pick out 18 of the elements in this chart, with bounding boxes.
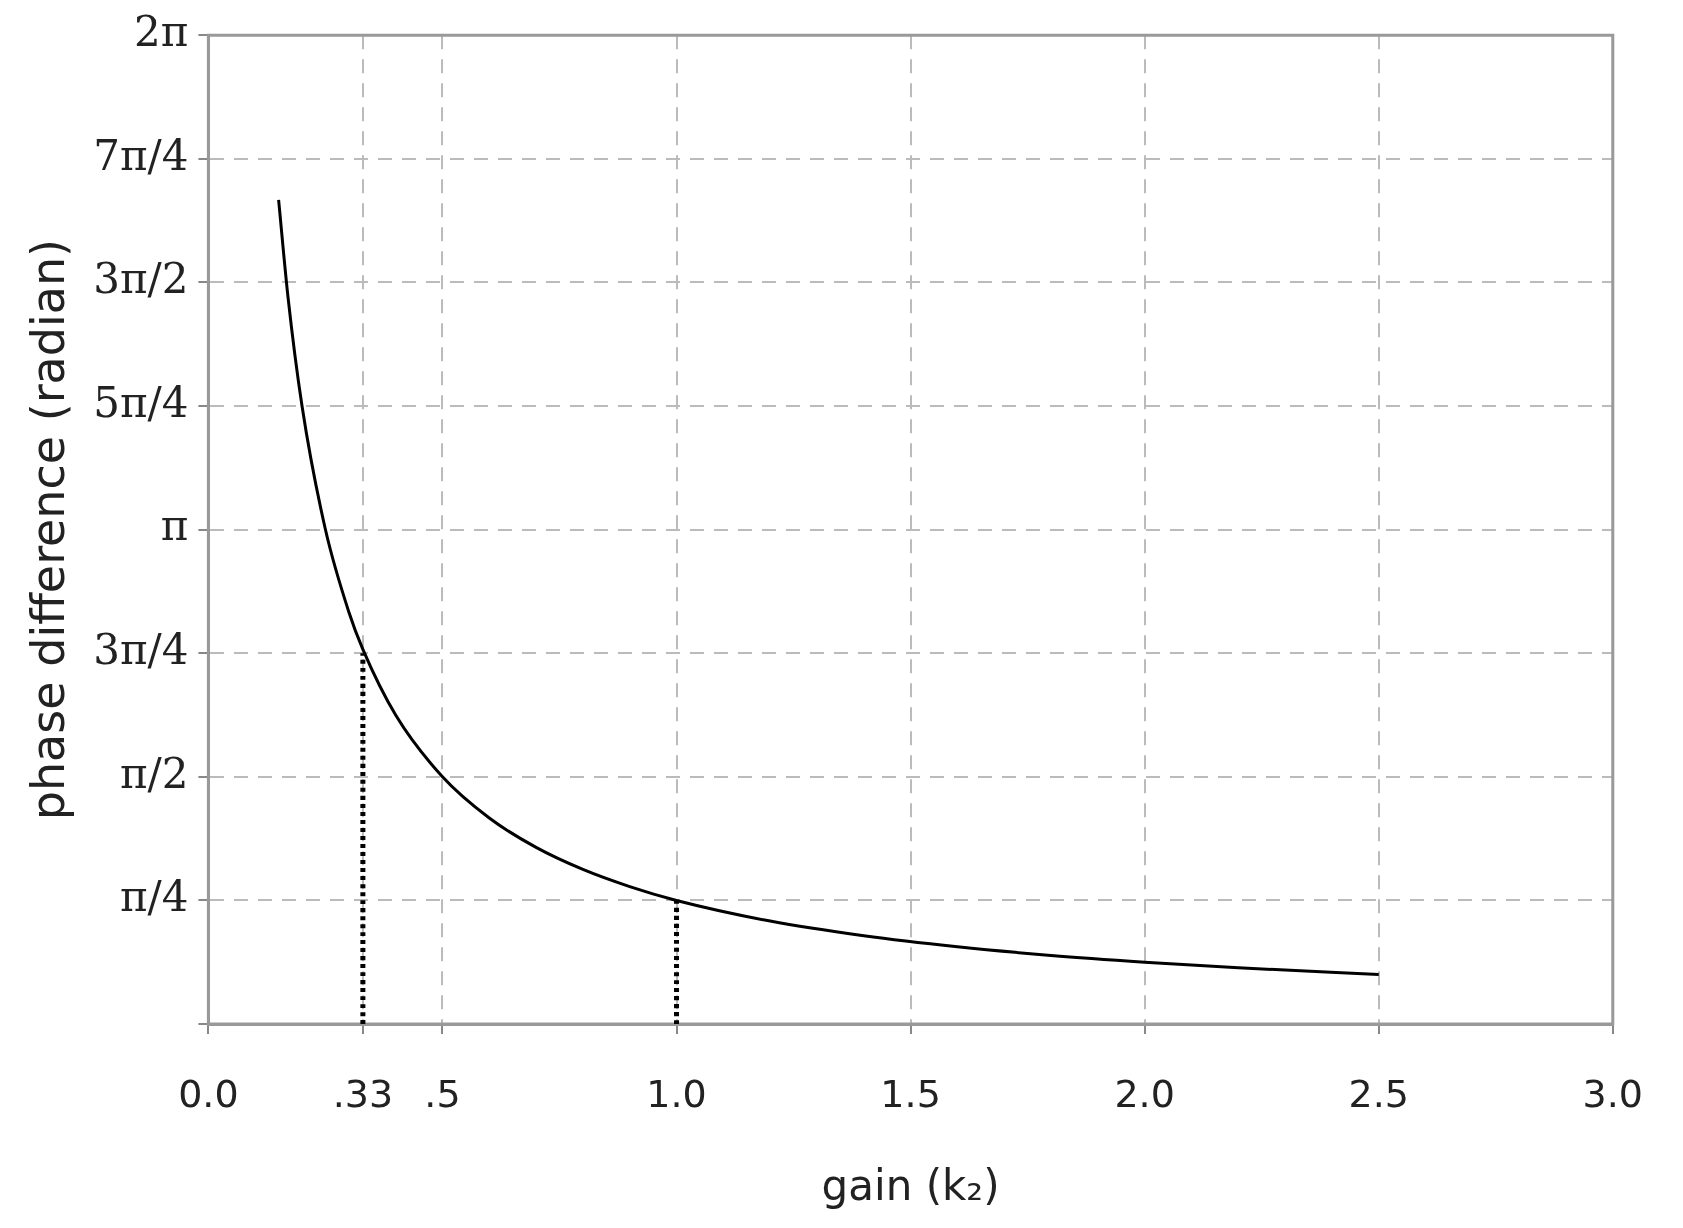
x-tick-label: 3.0: [1582, 1071, 1643, 1116]
y-tick-label: π: [160, 501, 189, 551]
y-tick-label: 2π: [134, 7, 189, 57]
x-tick-label: 2.5: [1348, 1071, 1409, 1116]
y-tick-label: 5π/4: [93, 377, 189, 427]
y-tick-label: π/4: [119, 872, 189, 922]
y-tick-label: 3π/4: [93, 625, 189, 675]
y-axis-title: phase difference (radian): [20, 238, 75, 821]
x-tick-label: 1.0: [646, 1071, 707, 1116]
x-tick-label: .5: [424, 1071, 461, 1116]
y-tick-label: 7π/4: [93, 130, 189, 180]
x-axis-title: gain (k₂): [821, 1160, 1000, 1210]
x-tick-label: 2.0: [1114, 1071, 1175, 1116]
y-tick-label: 3π/2: [93, 254, 189, 304]
y-tick-label: π/2: [119, 748, 189, 798]
x-tick-label: .33: [332, 1071, 394, 1116]
x-tick-label: 0.0: [178, 1071, 239, 1116]
x-tick-label: 1.5: [880, 1071, 941, 1116]
